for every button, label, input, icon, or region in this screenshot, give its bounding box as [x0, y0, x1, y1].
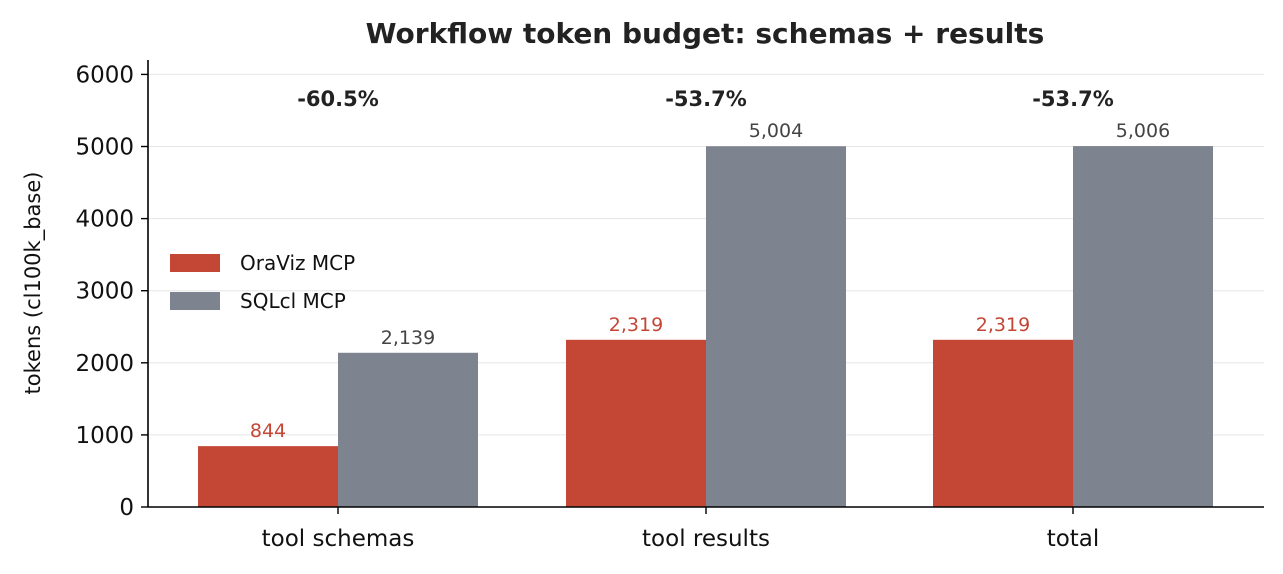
delta-annotation: -53.7%	[1032, 87, 1114, 111]
legend-label: OraViz MCP	[240, 251, 355, 275]
x-tick-label: tool results	[642, 526, 770, 552]
y-tick-label: 4000	[75, 207, 134, 233]
value-label: 2,139	[381, 327, 435, 349]
value-label: 844	[250, 420, 286, 442]
bar-oraviz-mcp-1	[566, 339, 706, 507]
value-label: 2,319	[976, 314, 1030, 336]
bar-sqlcl-mcp-0	[338, 352, 478, 507]
legend-swatch	[170, 254, 220, 272]
delta-annotation: -60.5%	[297, 87, 379, 111]
y-axis-label: tokens (cl100k_base)	[21, 172, 46, 395]
x-tick-label: total	[1047, 526, 1100, 552]
value-labels: 844 2,319 2,319 2,139 5,004 5,006 -60.5% -53.7%…	[250, 87, 1170, 442]
bar-sqlcl-mcp-2	[1073, 146, 1213, 507]
y-tick-label: 2000	[75, 351, 134, 377]
value-label: 5,006	[1116, 120, 1170, 142]
legend-label: SQLcl MCP	[240, 289, 346, 313]
bar-sqlcl-mcp-1	[706, 146, 846, 508]
y-tick-label: 1000	[75, 423, 134, 449]
legend-swatch	[170, 292, 220, 310]
y-tick-label: 6000	[75, 62, 134, 88]
y-tick-label: 0	[119, 495, 134, 521]
delta-annotation: -53.7%	[665, 87, 747, 111]
axes: 0 1000 2000 3000 4000 5000 6000 tool schemas too…	[75, 60, 1264, 552]
x-tick-label: tool schemas	[262, 526, 415, 552]
bar-oraviz-mcp-0	[198, 446, 338, 507]
y-tick-label: 5000	[75, 135, 134, 161]
bars	[198, 146, 1213, 508]
bar-oraviz-mcp-2	[933, 339, 1073, 507]
value-label: 5,004	[749, 120, 803, 142]
value-label: 2,319	[609, 314, 663, 336]
y-tick-label: 3000	[75, 279, 134, 305]
chart-title: Workflow token budget: schemas + results	[366, 17, 1045, 50]
legend: OraViz MCP SQLcl MCP	[170, 251, 355, 313]
